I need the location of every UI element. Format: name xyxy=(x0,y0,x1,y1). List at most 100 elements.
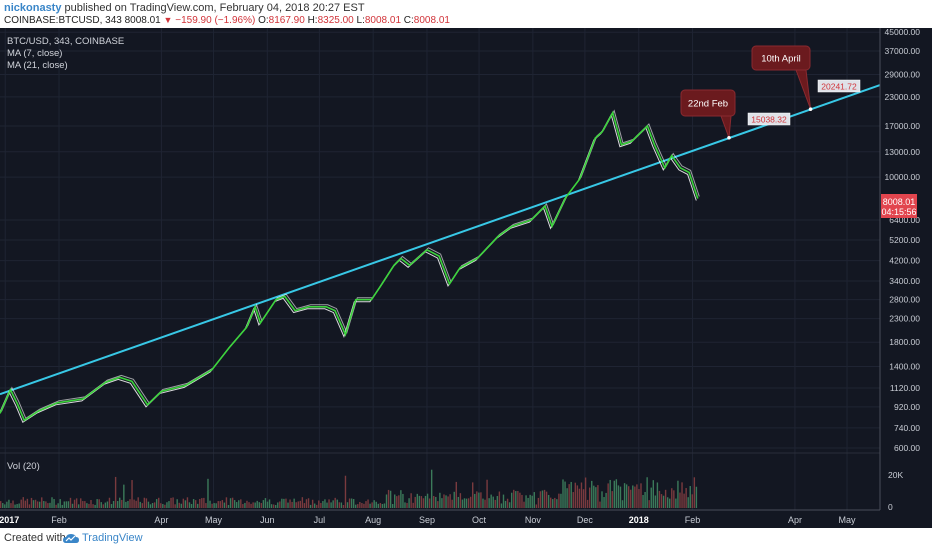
callout-label: 22nd Feb xyxy=(688,99,728,110)
volume-bar xyxy=(178,502,180,508)
time-axis[interactable]: 2017 Feb Apr May Jun Jul Aug Sep Oct Nov Dec 2018 Fe… xyxy=(0,515,856,525)
volume-bar xyxy=(543,489,546,508)
volume-bar xyxy=(303,503,306,508)
volume-bar xyxy=(22,497,24,508)
volume-bar xyxy=(194,500,197,508)
volume-bar xyxy=(508,502,511,508)
volume-bar xyxy=(560,493,562,508)
volume-bar xyxy=(47,503,49,508)
callout-box xyxy=(680,89,736,117)
volume-bar xyxy=(6,501,8,508)
volume-bar xyxy=(437,501,439,508)
volume-bar xyxy=(344,475,347,508)
volume-bar xyxy=(153,502,156,508)
price-chart-svg[interactable]: 22nd Feb 15038.32 10th April 20241.72 BTC/U… xyxy=(0,27,932,528)
volume-bar xyxy=(28,504,31,508)
volume-bar xyxy=(233,500,236,508)
volume-bar xyxy=(293,498,295,508)
volume-bar xyxy=(644,491,646,508)
volume-bar xyxy=(515,491,517,508)
volume-bar xyxy=(145,498,148,508)
volume-bar xyxy=(108,497,111,508)
price-axis-label: 2800.00 xyxy=(889,295,920,305)
volume-axis-label: 20K xyxy=(888,470,903,480)
volume-bar xyxy=(158,497,160,508)
volume-bar xyxy=(525,495,527,508)
volume-bar xyxy=(461,499,464,508)
price-axis-label: 37000.00 xyxy=(885,46,921,56)
volume-bar xyxy=(414,496,416,508)
volume-bar xyxy=(523,501,525,508)
price-value-tag-background xyxy=(817,79,861,93)
volume-bar xyxy=(180,503,182,508)
volume-bar xyxy=(190,504,193,508)
volume-bar xyxy=(229,498,232,508)
price-axis-label: 1400.00 xyxy=(889,361,920,371)
volume-bar xyxy=(640,483,642,508)
price-axis-label: 23000.00 xyxy=(885,92,921,102)
volume-bar xyxy=(172,497,174,508)
volume-bar xyxy=(20,499,22,508)
volume-bar xyxy=(236,502,238,508)
callouts-group[interactable]: 22nd Feb 15038.32 10th April 20241.72 xyxy=(680,45,861,140)
volume-bar xyxy=(223,502,226,508)
volume-bar xyxy=(289,499,291,508)
volume-bar xyxy=(484,499,486,508)
volume-bar xyxy=(352,499,355,508)
volume-bar xyxy=(299,500,302,508)
volume-bar xyxy=(435,496,437,508)
price-axis[interactable]: 45000.00 37000.00 29000.00 23000.00 17000.00… xyxy=(885,27,921,453)
volume-bar xyxy=(687,497,689,508)
volume-bar xyxy=(274,504,277,508)
volume-bar xyxy=(141,503,144,508)
volume-bar xyxy=(184,500,187,508)
legend-ma2[interactable]: MA (21, close) xyxy=(7,60,68,71)
volume-bar xyxy=(673,490,675,508)
volume-bar xyxy=(75,498,78,508)
volume-bar xyxy=(355,504,357,508)
price-axis-label: 6400.00 xyxy=(889,215,920,225)
volume-bar xyxy=(350,498,353,508)
volume-bar xyxy=(26,498,29,508)
volume-bar xyxy=(634,486,636,508)
author-link[interactable]: nickonasty xyxy=(4,2,62,14)
volume-bar xyxy=(166,502,168,508)
legend-ma1[interactable]: MA (7, close) xyxy=(7,48,62,59)
volume-bar xyxy=(164,504,166,508)
volume-bar xyxy=(410,493,412,508)
volume-bar xyxy=(693,477,696,508)
chart-background xyxy=(0,28,932,528)
volume-bar xyxy=(133,499,135,508)
volume-bar xyxy=(84,501,86,508)
legend-vol[interactable]: Vol (20) xyxy=(7,461,40,472)
volume-bar xyxy=(492,496,494,508)
chart-area[interactable]: 22nd Feb 15038.32 10th April 20241.72 BTC/U… xyxy=(0,27,932,528)
volume-bar xyxy=(658,490,661,508)
volume-bar xyxy=(504,500,507,508)
trendline-group[interactable] xyxy=(0,84,881,396)
volume-bar xyxy=(168,501,170,508)
volume-bar xyxy=(98,499,100,508)
volume-bar xyxy=(385,494,388,508)
volume-bar xyxy=(272,504,275,508)
volume-bar xyxy=(625,484,628,508)
volume-bar xyxy=(227,504,230,508)
tradingview-brand[interactable]: TradingView xyxy=(82,532,143,544)
volume-bar xyxy=(580,482,583,508)
volume-bar xyxy=(215,503,217,508)
volume-bar xyxy=(533,492,535,508)
volume-bar xyxy=(100,502,102,508)
volume-bar xyxy=(258,502,260,508)
volume-bar xyxy=(418,495,421,508)
time-axis-label: May xyxy=(205,515,223,525)
volume-bar xyxy=(615,479,618,508)
volume-bar xyxy=(176,499,178,508)
volume-bar xyxy=(387,489,390,508)
volume-bar xyxy=(121,499,123,508)
volume-bar xyxy=(131,480,133,508)
volume-bar xyxy=(377,503,380,508)
volume-bar xyxy=(636,484,638,508)
volume-bar xyxy=(541,490,544,508)
volume-bar xyxy=(137,497,139,508)
volume-bar xyxy=(627,486,630,508)
